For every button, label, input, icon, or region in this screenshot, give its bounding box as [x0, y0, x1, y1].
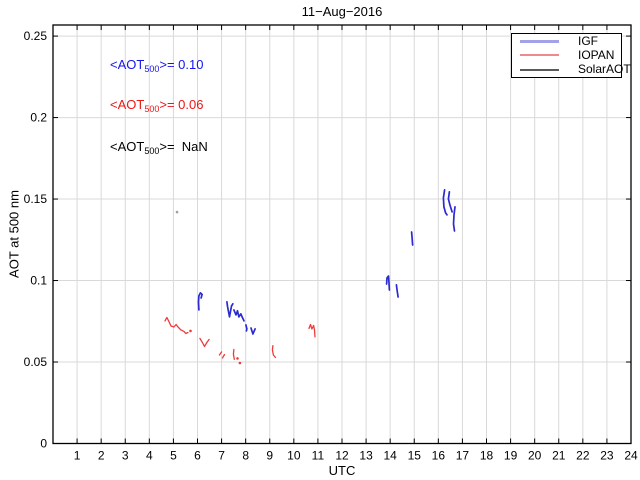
svg-text:20: 20	[528, 449, 542, 463]
legend-label: IOPAN	[578, 47, 615, 62]
svg-text:11: 11	[312, 449, 325, 463]
svg-text:21: 21	[552, 449, 566, 463]
svg-text:19: 19	[504, 449, 518, 463]
legend-line-sample-solaraot	[520, 69, 559, 71]
annotation-value: >= NaN	[159, 139, 208, 154]
svg-text:9: 9	[266, 449, 273, 463]
annotation-value: >= 0.10	[159, 57, 204, 72]
svg-text:5: 5	[170, 449, 177, 463]
legend-item-solaraot: SolarAOT	[512, 63, 631, 77]
annotation-text: <AOT	[110, 139, 145, 154]
svg-text:10: 10	[287, 449, 301, 463]
svg-text:12: 12	[335, 449, 349, 463]
grid-lines	[53, 25, 631, 444]
svg-text:17: 17	[456, 449, 470, 463]
legend-line-sample-igf	[520, 39, 559, 43]
axis-ticks	[53, 25, 632, 444]
svg-text:23: 23	[600, 449, 614, 463]
svg-text:13: 13	[359, 449, 373, 463]
svg-text:0.1: 0.1	[30, 274, 47, 288]
svg-text:0.2: 0.2	[30, 111, 47, 125]
annotation-subscript: 500	[144, 104, 160, 114]
y-axis-tick-labels: 0 0.05 0.1 0.15 0.2 0.25	[24, 29, 48, 450]
x-axis-tick-labels: 1 2 3 4 5 6 7 8 9 10 11 12 13 14 15 16 17 18 19 20 21 22 23 24	[74, 449, 638, 463]
y-axis-label: AOT at 500 nm	[6, 190, 22, 278]
annotation-text: <AOT	[110, 57, 145, 72]
legend-label: SolarAOT	[578, 62, 631, 77]
legend-line-sample-iopan	[520, 54, 559, 57]
svg-text:2: 2	[98, 449, 105, 463]
svg-text:0.15: 0.15	[24, 192, 48, 206]
x-axis-label: UTC	[328, 463, 356, 478]
mean-annotation-solaraot: <AOT500>= NaN	[110, 139, 208, 156]
svg-text:22: 22	[576, 449, 590, 463]
svg-text:7: 7	[218, 449, 225, 463]
svg-text:4: 4	[146, 449, 153, 463]
mean-annotation-iopan: <AOT500>= 0.06	[110, 97, 204, 114]
svg-text:18: 18	[480, 449, 494, 463]
mean-annotation-igf: <AOT500>= 0.10	[110, 57, 204, 74]
annotation-value: >= 0.06	[159, 97, 204, 112]
svg-text:6: 6	[194, 449, 201, 463]
svg-text:15: 15	[408, 449, 422, 463]
plot-title: 11−Aug−2016	[301, 4, 383, 19]
svg-text:3: 3	[122, 449, 129, 463]
svg-text:0.05: 0.05	[24, 355, 48, 369]
series-iopan	[164, 316, 316, 365]
svg-text:8: 8	[242, 449, 249, 463]
annotation-subscript: 500	[144, 146, 160, 156]
annotation-text: <AOT	[110, 97, 145, 112]
legend-label: IGF	[578, 33, 598, 48]
svg-text:14: 14	[383, 449, 397, 463]
series-solaraot	[175, 210, 179, 214]
series-igf	[197, 189, 456, 335]
legend-item-iopan: IOPAN	[512, 48, 621, 62]
annotation-subscript: 500	[144, 64, 160, 74]
legend-box: IGF IOPAN SolarAOT	[511, 33, 631, 78]
svg-text:1: 1	[74, 449, 81, 463]
svg-text:0: 0	[40, 437, 47, 451]
legend-item-igf: IGF	[512, 34, 621, 48]
svg-text:0.25: 0.25	[24, 29, 48, 43]
svg-text:24: 24	[624, 449, 638, 463]
svg-text:16: 16	[432, 449, 446, 463]
